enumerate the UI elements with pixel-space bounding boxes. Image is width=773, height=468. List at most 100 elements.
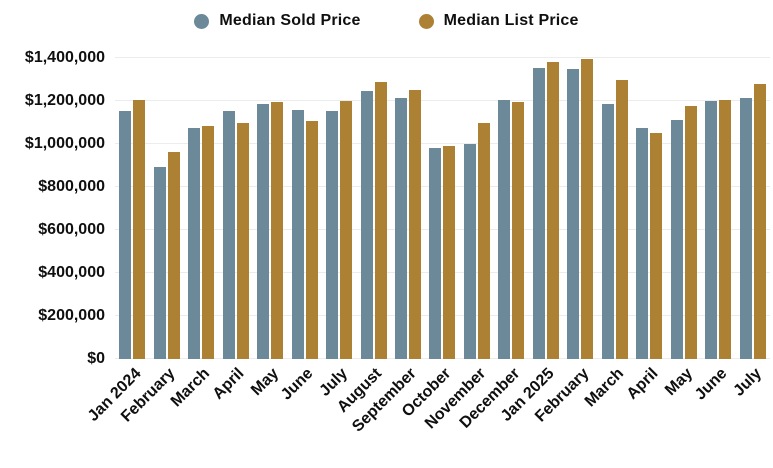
- gridline: [115, 57, 770, 58]
- gridline: [115, 229, 770, 230]
- bar[interactable]: [512, 102, 525, 359]
- bar[interactable]: [498, 99, 511, 359]
- plot-area: $0 $200,000 $400,000 $600,000 $800,000 $1,000…: [25, 49, 770, 367]
- gridline: [115, 315, 770, 316]
- bar[interactable]: [236, 122, 249, 359]
- gridline: [115, 186, 770, 187]
- y-axis-label: $0: [87, 350, 105, 367]
- legend: Median Sold Price Median List Price: [0, 8, 773, 34]
- bar-chart: $0 $200,000 $400,000 $600,000 $800,000 $1,000…: [25, 49, 770, 467]
- x-axis-label: May: [661, 365, 696, 400]
- bar-group: [598, 58, 632, 359]
- bar[interactable]: [463, 144, 476, 359]
- bar[interactable]: [360, 91, 373, 359]
- bar-group: [632, 58, 666, 359]
- bar[interactable]: [636, 127, 649, 359]
- legend-dot-sold-icon: [194, 13, 210, 29]
- bar[interactable]: [305, 121, 318, 359]
- bar[interactable]: [601, 104, 614, 359]
- bars-layer: [115, 58, 770, 359]
- bar[interactable]: [532, 67, 545, 359]
- x-axis-tick: July: [316, 359, 356, 467]
- x-axis-tick: March: [168, 359, 218, 467]
- bar[interactable]: [408, 90, 421, 359]
- legend-label-list: Median List Price: [443, 12, 579, 29]
- legend-label-sold: Median Sold Price: [219, 12, 361, 29]
- y-axis-label: $200,000: [38, 307, 105, 324]
- bar[interactable]: [753, 83, 766, 359]
- bar-group: [391, 58, 425, 359]
- x-axis: Jan 2024 February March April May June July Aug…: [84, 359, 770, 467]
- y-axis-label: $800,000: [38, 178, 105, 195]
- x-axis-tick: May: [248, 359, 287, 467]
- gridline: [115, 272, 770, 273]
- bar[interactable]: [340, 101, 353, 359]
- bar-group: [322, 58, 356, 359]
- bar[interactable]: [222, 110, 235, 359]
- bar[interactable]: [167, 151, 180, 359]
- bar[interactable]: [739, 97, 752, 359]
- bar-group: [494, 58, 528, 359]
- bar-group: [149, 58, 183, 359]
- x-axis-tick: February: [532, 359, 597, 467]
- gridline: [115, 143, 770, 144]
- bar-group: [563, 58, 597, 359]
- y-axis-label: $400,000: [38, 264, 105, 281]
- bar[interactable]: [153, 166, 166, 359]
- bar-group: [287, 58, 321, 359]
- bar[interactable]: [202, 125, 215, 359]
- x-axis-tick: February: [118, 359, 183, 467]
- gridline: [115, 358, 770, 359]
- y-axis-label: $1,400,000: [24, 49, 105, 66]
- bar[interactable]: [257, 104, 270, 359]
- x-axis-tick: July: [730, 359, 769, 467]
- bar-group: [356, 58, 390, 359]
- bar[interactable]: [429, 148, 442, 359]
- bar-group: [218, 58, 252, 359]
- x-axis-tick: May: [662, 359, 701, 467]
- bar[interactable]: [291, 109, 304, 359]
- bar[interactable]: [133, 99, 146, 359]
- gridline: [115, 100, 770, 101]
- bar[interactable]: [119, 110, 132, 359]
- bar[interactable]: [650, 133, 663, 359]
- bar[interactable]: [567, 68, 580, 359]
- bar-group: [460, 58, 494, 359]
- bar-group: [253, 58, 287, 359]
- bar-group: [529, 58, 563, 359]
- bar[interactable]: [705, 101, 718, 359]
- x-axis-tick: March: [581, 359, 632, 467]
- bar[interactable]: [670, 120, 683, 359]
- bar[interactable]: [684, 106, 697, 359]
- legend-dot-list-icon: [418, 13, 434, 29]
- x-axis-label: July: [730, 365, 765, 400]
- y-axis-label: $1,200,000: [24, 92, 105, 109]
- x-axis-tick: June: [278, 359, 321, 467]
- x-axis-tick: April: [210, 359, 252, 467]
- bar[interactable]: [326, 110, 339, 359]
- bar[interactable]: [477, 122, 490, 359]
- y-axis-label: $1,000,000: [24, 135, 105, 152]
- bar-group: [667, 58, 701, 359]
- y-axis-label: $600,000: [38, 221, 105, 238]
- bar[interactable]: [615, 79, 628, 359]
- bar[interactable]: [374, 81, 387, 359]
- x-axis-tick: April: [623, 359, 666, 467]
- bar[interactable]: [719, 99, 732, 359]
- x-axis-label: May: [248, 365, 283, 400]
- bar[interactable]: [443, 146, 456, 359]
- bar[interactable]: [394, 97, 407, 359]
- bar[interactable]: [271, 102, 284, 359]
- bar-group: [425, 58, 459, 359]
- bar[interactable]: [188, 127, 201, 359]
- bar-group: [735, 58, 769, 359]
- bar-group: [701, 58, 735, 359]
- legend-item-median-sold-price[interactable]: Median Sold Price: [194, 12, 360, 30]
- bar[interactable]: [546, 62, 559, 359]
- x-axis-tick: June: [692, 359, 735, 467]
- bar-group: [184, 58, 218, 359]
- bar-group: [115, 58, 149, 359]
- legend-item-median-list-price[interactable]: Median List Price: [418, 12, 579, 30]
- bar[interactable]: [581, 59, 594, 359]
